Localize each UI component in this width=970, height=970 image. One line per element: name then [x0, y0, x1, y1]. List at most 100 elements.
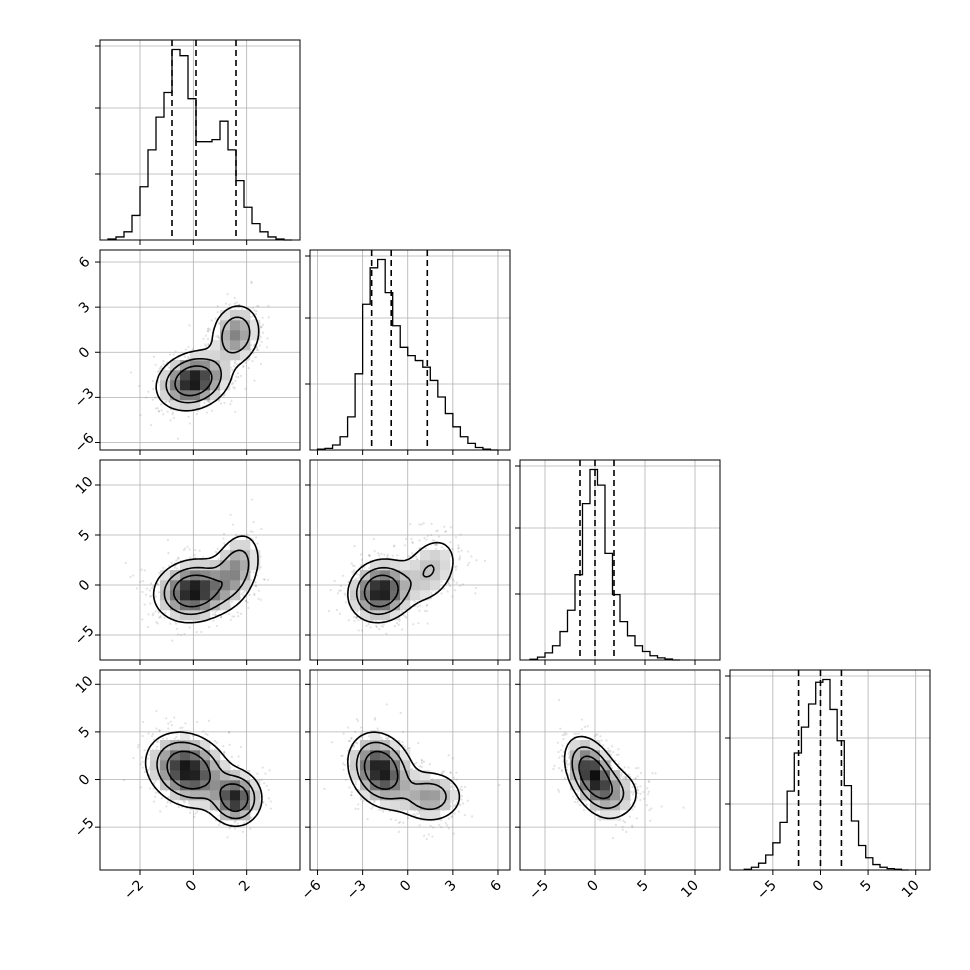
scatter-point: [340, 754, 343, 757]
scatter-point: [136, 746, 140, 749]
density-cell: [190, 590, 201, 601]
scatter-point: [174, 350, 177, 353]
density-cell: [440, 570, 451, 581]
scatter-point: [183, 355, 187, 358]
scatter-point: [152, 612, 155, 615]
scatter-point: [416, 558, 419, 561]
scatter-point: [207, 343, 210, 346]
density-cell: [350, 600, 361, 611]
scatter-point: [250, 280, 253, 283]
density-cell: [370, 730, 381, 741]
scatter-point: [214, 550, 218, 553]
scatter-point: [400, 628, 404, 631]
scatter-point: [444, 530, 447, 533]
scatter-point: [440, 826, 443, 829]
scatter-point: [226, 836, 229, 839]
scatter-point: [454, 803, 457, 806]
x-tick-label: 0: [183, 877, 201, 895]
scatter-point: [450, 576, 453, 579]
density-cell: [430, 790, 441, 801]
scatter-point: [141, 579, 145, 583]
scatter-point: [147, 732, 150, 735]
scatter-point: [260, 325, 263, 328]
scatter-point: [198, 549, 201, 552]
scatter-point: [255, 345, 259, 348]
density-cell: [230, 320, 241, 331]
density-cell: [190, 750, 201, 761]
scatter-point: [152, 355, 155, 358]
scatter-point: [175, 735, 178, 739]
scatter-point: [237, 375, 240, 379]
density-cell: [180, 380, 191, 391]
scatter-point: [203, 401, 206, 404]
scatter-point: [434, 547, 438, 551]
density-cell: [420, 590, 431, 601]
scatter-point: [150, 735, 154, 738]
scatter-point: [444, 822, 447, 825]
density-cell: [200, 360, 211, 371]
scatter-point: [235, 533, 238, 536]
scatter-point: [217, 334, 220, 337]
density-cell: [230, 770, 241, 781]
scatter-point: [215, 624, 219, 628]
scatter-point: [420, 759, 424, 762]
scatter-point: [169, 622, 172, 625]
density-cell: [180, 590, 191, 601]
scatter-point: [193, 548, 197, 552]
density-cell: [230, 810, 241, 821]
scatter-point: [229, 513, 232, 516]
scatter-point: [459, 533, 462, 536]
panel-contents: [129, 280, 270, 440]
contour-line: [355, 741, 447, 811]
panel-frame: [99, 459, 301, 661]
density-cell: [420, 550, 431, 561]
density-cell: [210, 580, 221, 591]
scatter-point: [381, 810, 385, 813]
density-cell: [190, 800, 201, 811]
scatter-point: [339, 589, 342, 592]
scatter-point: [415, 555, 418, 559]
density-cell: [360, 790, 371, 801]
scatter-point: [420, 523, 423, 526]
y-tick-label: −6: [72, 430, 98, 456]
scatter-point: [353, 615, 356, 619]
scatter-point: [148, 589, 152, 592]
scatter-point: [149, 423, 153, 427]
scatter-point: [353, 565, 356, 568]
scatter-point: [168, 353, 172, 356]
scatter-point: [354, 617, 358, 620]
scatter-point: [444, 530, 447, 534]
density-cell: [210, 560, 221, 571]
scatter-point: [260, 527, 263, 531]
y-tick-label: −5: [72, 815, 98, 841]
density-cell: [400, 600, 411, 611]
x-tick-label: 10: [899, 877, 923, 901]
scatter-point: [229, 403, 232, 406]
scatter-point: [420, 758, 423, 761]
density-cell: [220, 770, 231, 781]
scatter-point: [268, 769, 271, 772]
scatter-point: [156, 370, 159, 373]
scatter-point: [223, 542, 226, 545]
scatter-point: [249, 344, 253, 347]
density-cell: [170, 590, 181, 601]
scatter-point: [412, 813, 415, 816]
scatter-point: [323, 787, 326, 790]
density-cell: [240, 310, 251, 321]
scatter-point: [382, 623, 385, 626]
scatter-point: [175, 567, 179, 570]
density-cell: [170, 750, 181, 761]
scatter-point: [452, 776, 456, 779]
density-cell: [220, 310, 231, 321]
density-cell: [210, 570, 221, 581]
scatter-point: [217, 823, 220, 827]
scatter-point: [360, 558, 363, 561]
scatter-point: [205, 345, 208, 348]
density-cell: [220, 600, 231, 611]
scatter-point: [425, 538, 428, 541]
contour-line: [165, 316, 251, 404]
scatter-point: [427, 833, 430, 836]
scatter-point: [141, 720, 145, 724]
density-cell: [400, 590, 411, 601]
density-cell: [210, 760, 221, 771]
